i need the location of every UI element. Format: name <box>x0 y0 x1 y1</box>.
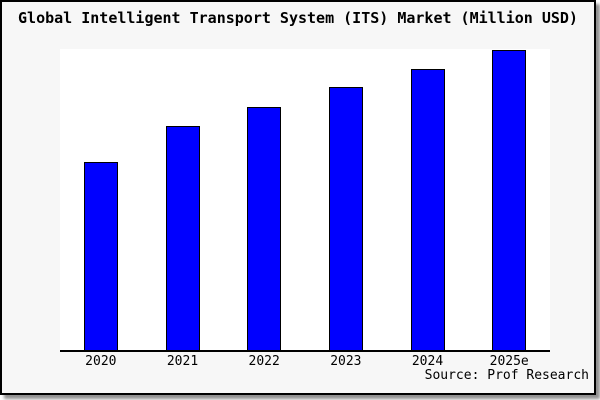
bar-2021 <box>165 125 200 350</box>
bar-2022 <box>247 106 282 350</box>
bar-slot <box>60 49 142 350</box>
bar-slot <box>305 49 387 350</box>
x-tick-label-2022: 2022 <box>248 354 280 369</box>
plot-area <box>60 49 550 352</box>
bar-2025e <box>492 49 527 350</box>
bar-slot <box>142 49 224 350</box>
source-credit: Source: Prof Research <box>424 368 589 383</box>
bar-slot <box>387 49 469 350</box>
bar-2020 <box>83 161 118 350</box>
bar-2023 <box>328 86 363 350</box>
x-tick-label-2020: 2020 <box>85 354 117 369</box>
chart-title: Global Intelligent Transport System (ITS… <box>18 9 578 27</box>
bar-2024 <box>410 68 445 350</box>
x-tick-label-2024: 2024 <box>411 354 444 369</box>
bar-slot <box>223 49 305 350</box>
x-tick-label-2021: 2021 <box>166 354 199 369</box>
bar-slot <box>468 49 550 350</box>
x-tick-label-2025e: 2025e <box>489 354 529 369</box>
x-tick-label-2023: 2023 <box>330 354 362 369</box>
x-axis-labels: 2020 2021 2022 2023 2024 2025e <box>60 354 550 369</box>
